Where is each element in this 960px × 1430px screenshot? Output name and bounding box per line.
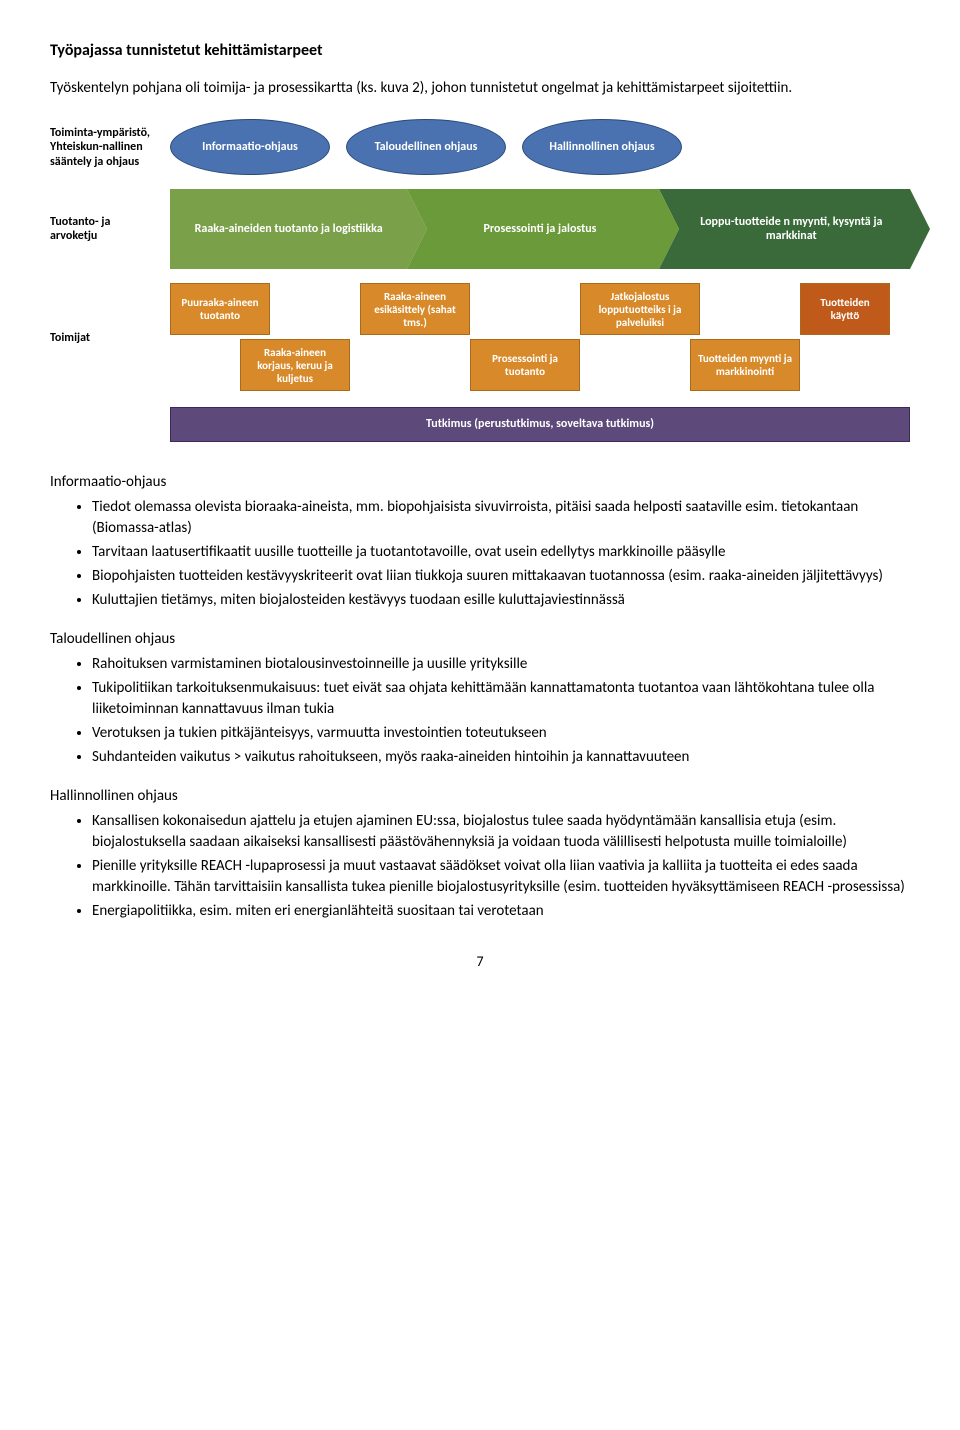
research-bar: Tutkimus (perustutkimus, soveltava tutki…: [170, 407, 910, 442]
section-title-2: Hallinnollinen ohjaus: [50, 786, 910, 807]
page-title: Työpajassa tunnistetut kehittämistarpeet: [50, 40, 910, 62]
list-item: Tukipolitiikan tarkoituksenmukaisuus: tu…: [92, 678, 910, 720]
list-item: Energiapolitiikka, esim. miten eri energ…: [92, 901, 910, 922]
actor-box-3: Prosessointi ja tuotanto: [470, 339, 580, 391]
actor-box-2: Raaka-aineen esikäsittely (sahat tms.): [360, 283, 470, 335]
list-item: Suhdanteiden vaikutus > vaikutus rahoitu…: [92, 747, 910, 768]
ellipse-2: Hallinnollinen ohjaus: [522, 119, 682, 175]
actor-box-5: Tuotteiden myynti ja markkinointi: [690, 339, 800, 391]
row3-label: Toimijat: [50, 331, 160, 345]
list-item: Pienille yrityksille REACH -lupaprosessi…: [92, 856, 910, 898]
chevron-1: Prosessointi ja jalostus: [407, 189, 658, 269]
list-item: Kuluttajien tietämys, miten biojalosteid…: [92, 590, 910, 611]
actor-box-6: Tuotteiden käyttö: [800, 283, 890, 335]
list-item: Biopohjaisten tuotteiden kestävyyskritee…: [92, 566, 910, 587]
actor-box-0: Puuraaka-aineen tuotanto: [170, 283, 270, 335]
section-list-2: Kansallisen kokonaisedun ajattelu ja etu…: [50, 811, 910, 922]
section-title-1: Taloudellinen ohjaus: [50, 629, 910, 650]
row1-label: Toiminta-ympäristö, Yhteiskun-nallinen s…: [50, 126, 160, 169]
list-item: Kansallisen kokonaisedun ajattelu ja etu…: [92, 811, 910, 853]
section-list-1: Rahoituksen varmistaminen biotalousinves…: [50, 654, 910, 768]
list-item: Verotuksen ja tukien pitkäjänteisyys, va…: [92, 723, 910, 744]
section-list-0: Tiedot olemassa olevista bioraaka-aineis…: [50, 497, 910, 611]
actor-box-4: Jatkojalostus lopputuotteiks i ja palvel…: [580, 283, 700, 335]
intro-para: Työskentelyn pohjana oli toimija- ja pro…: [50, 78, 910, 99]
page-number: 7: [50, 952, 910, 972]
row2-label: Tuotanto- ja arvoketju: [50, 215, 160, 244]
process-diagram: Toiminta-ympäristö, Yhteiskun-nallinen s…: [50, 119, 910, 442]
chevron-0: Raaka-aineiden tuotanto ja logistiikka: [170, 189, 407, 269]
list-item: Rahoituksen varmistaminen biotalousinves…: [92, 654, 910, 675]
actor-box-1: Raaka-aineen korjaus, keruu ja kuljetus: [240, 339, 350, 391]
ellipse-0: Informaatio-ohjaus: [170, 119, 330, 175]
list-item: Tiedot olemassa olevista bioraaka-aineis…: [92, 497, 910, 539]
list-item: Tarvitaan laatusertifikaatit uusille tuo…: [92, 542, 910, 563]
ellipse-1: Taloudellinen ohjaus: [346, 119, 506, 175]
section-title-0: Informaatio-ohjaus: [50, 472, 910, 493]
chevron-2: Loppu-tuotteide n myynti, kysyntä ja mar…: [659, 189, 910, 269]
